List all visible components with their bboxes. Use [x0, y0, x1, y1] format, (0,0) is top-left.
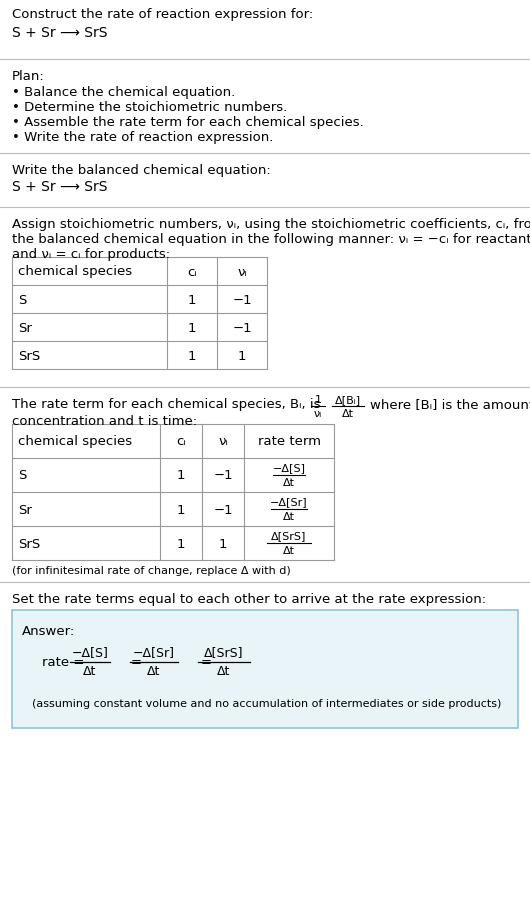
Text: −1: −1 — [213, 503, 233, 516]
Text: 1: 1 — [176, 469, 186, 482]
Text: and νᵢ = cᵢ for products:: and νᵢ = cᵢ for products: — [12, 247, 170, 261]
Text: Construct the rate of reaction expression for:: Construct the rate of reaction expressio… — [12, 8, 313, 21]
Text: Write the balanced chemical equation:: Write the balanced chemical equation: — [12, 163, 271, 177]
Text: The rate term for each chemical species, Bᵢ, is: The rate term for each chemical species,… — [12, 397, 321, 411]
Text: Δt: Δt — [283, 511, 295, 521]
Text: SrS: SrS — [18, 537, 40, 550]
Text: where [Bᵢ] is the amount: where [Bᵢ] is the amount — [370, 397, 530, 411]
Text: 1: 1 — [314, 395, 322, 405]
Text: rate term: rate term — [258, 435, 321, 448]
Text: 1: 1 — [219, 537, 227, 550]
Text: S + Sr ⟶ SrS: S + Sr ⟶ SrS — [12, 26, 108, 40]
Text: • Assemble the rate term for each chemical species.: • Assemble the rate term for each chemic… — [12, 116, 364, 129]
Text: Set the rate terms equal to each other to arrive at the rate expression:: Set the rate terms equal to each other t… — [12, 592, 486, 605]
Text: (for infinitesimal rate of change, replace Δ with d): (for infinitesimal rate of change, repla… — [12, 565, 291, 575]
Text: 1: 1 — [238, 349, 246, 362]
Text: S: S — [18, 293, 26, 306]
Text: cᵢ: cᵢ — [176, 435, 186, 448]
Text: S + Sr ⟶ SrS: S + Sr ⟶ SrS — [12, 180, 108, 194]
Text: Assign stoichiometric numbers, νᵢ, using the stoichiometric coefficients, cᵢ, fr: Assign stoichiometric numbers, νᵢ, using… — [12, 218, 530, 231]
Text: Δt: Δt — [342, 408, 354, 418]
Text: SrS: SrS — [18, 349, 40, 362]
Text: −Δ[S]: −Δ[S] — [72, 646, 109, 658]
Text: • Write the rate of reaction expression.: • Write the rate of reaction expression. — [12, 131, 273, 144]
Text: 1: 1 — [188, 349, 196, 362]
Text: νᵢ: νᵢ — [218, 435, 228, 448]
Text: νᵢ: νᵢ — [314, 408, 322, 418]
Text: Plan:: Plan: — [12, 70, 45, 83]
Text: 1: 1 — [188, 321, 196, 334]
Text: concentration and t is time:: concentration and t is time: — [12, 414, 197, 427]
Text: 1: 1 — [176, 503, 186, 516]
Text: Answer:: Answer: — [22, 624, 75, 638]
Text: 1: 1 — [176, 537, 186, 550]
Text: Δt: Δt — [283, 545, 295, 555]
Text: νᵢ: νᵢ — [237, 265, 247, 278]
Text: −1: −1 — [232, 293, 252, 306]
Text: Δt: Δt — [83, 665, 96, 677]
Text: Δ[SrS]: Δ[SrS] — [204, 646, 244, 658]
Text: −Δ[Sr]: −Δ[Sr] — [133, 646, 175, 658]
Text: −1: −1 — [213, 469, 233, 482]
Text: (assuming constant volume and no accumulation of intermediates or side products): (assuming constant volume and no accumul… — [32, 698, 501, 708]
Text: Sr: Sr — [18, 321, 32, 334]
Text: rate =: rate = — [42, 656, 89, 669]
Text: the balanced chemical equation in the following manner: νᵢ = −cᵢ for reactants: the balanced chemical equation in the fo… — [12, 233, 530, 246]
Text: Δ[SrS]: Δ[SrS] — [271, 530, 307, 540]
Text: Sr: Sr — [18, 503, 32, 516]
Text: −Δ[S]: −Δ[S] — [272, 462, 305, 472]
Text: S: S — [18, 469, 26, 482]
FancyBboxPatch shape — [12, 610, 518, 728]
Text: Δt: Δt — [283, 478, 295, 488]
Text: 1: 1 — [188, 293, 196, 306]
Text: Δt: Δt — [147, 665, 161, 677]
Text: −1: −1 — [232, 321, 252, 334]
Text: cᵢ: cᵢ — [187, 265, 197, 278]
Text: Δ[Bᵢ]: Δ[Bᵢ] — [335, 395, 361, 405]
Text: −Δ[Sr]: −Δ[Sr] — [270, 497, 308, 507]
Text: • Balance the chemical equation.: • Balance the chemical equation. — [12, 86, 235, 99]
Text: • Determine the stoichiometric numbers.: • Determine the stoichiometric numbers. — [12, 101, 287, 114]
Text: Δt: Δt — [217, 665, 231, 677]
Text: =: = — [130, 656, 142, 669]
Text: chemical species: chemical species — [18, 265, 132, 278]
Text: =: = — [200, 656, 211, 669]
Text: chemical species: chemical species — [18, 435, 132, 448]
